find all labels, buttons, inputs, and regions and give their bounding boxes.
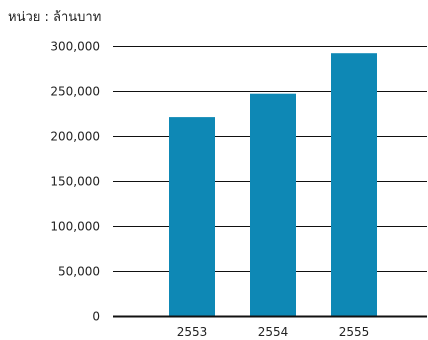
y-axis-ticks: 0 50,000 100,000 150,000 200,000 250,000 300,0…: [50, 40, 100, 324]
x-tick-label: 2554: [258, 325, 289, 339]
x-tick-label: 2555: [339, 325, 370, 339]
unit-label: หน่วย : ล้านบาท: [8, 10, 101, 25]
y-tick-label: 50,000: [58, 265, 100, 279]
y-tick-label: 0: [92, 310, 100, 324]
y-tick-label: 200,000: [50, 130, 100, 144]
y-tick-label: 100,000: [50, 220, 100, 234]
bar-2554: [250, 93, 296, 316]
bar-2553: [169, 117, 215, 316]
y-tick-label: 250,000: [50, 85, 100, 99]
x-axis-ticks: 2553 2554 2555: [177, 325, 370, 339]
bar-2555: [331, 53, 377, 316]
y-tick-label: 300,000: [50, 40, 100, 54]
y-tick-label: 150,000: [50, 175, 100, 189]
x-tick-label: 2553: [177, 325, 208, 339]
bars: [113, 53, 427, 318]
